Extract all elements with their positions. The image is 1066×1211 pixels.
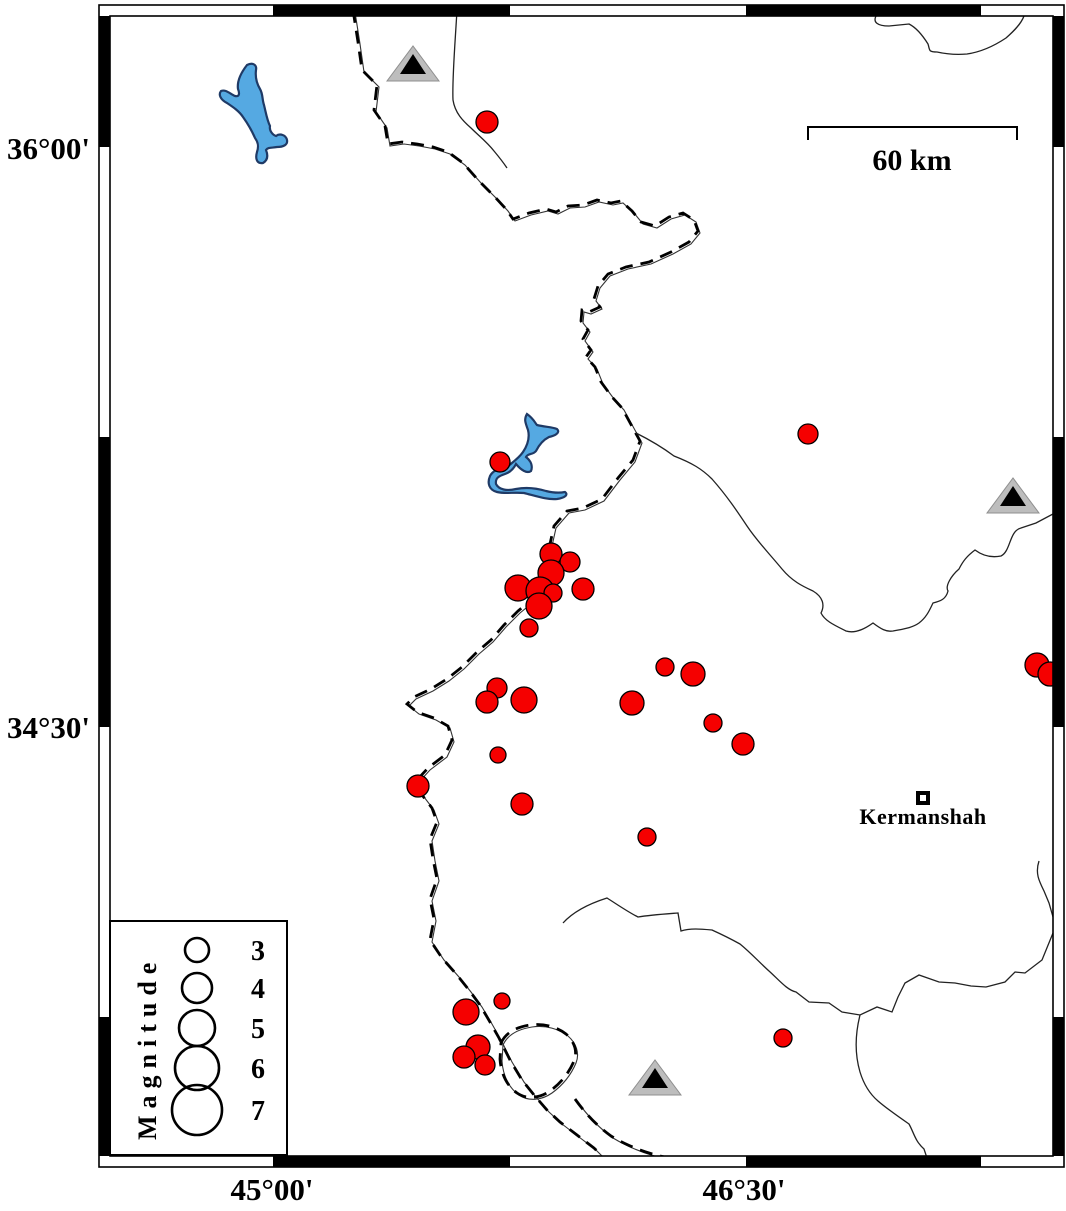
- axis-label-lat-36: 36°00': [7, 131, 90, 166]
- boundary-line: [855, 1014, 928, 1156]
- stations-layer: [386, 45, 1040, 1096]
- border-casing-line: [501, 1025, 579, 1100]
- scale-bar-label: 60 km: [872, 144, 951, 177]
- legend-border: [109, 920, 288, 1156]
- station-triangle-inner: [642, 1068, 668, 1088]
- earthquake-marker: [619, 690, 645, 716]
- earthquake-marker: [406, 774, 430, 798]
- border-casing-line: [576, 1100, 657, 1156]
- frame-black-segment: [99, 437, 110, 727]
- legend-magnitude-circle: [170, 1083, 224, 1137]
- frame-black-segment: [273, 5, 510, 16]
- earthquake-marker: [519, 618, 539, 638]
- frame-band-top: [110, 5, 1053, 16]
- boundary-line: [562, 897, 1053, 1016]
- earthquake-marker: [703, 713, 723, 733]
- legend-magnitude-value: 5: [251, 1014, 265, 1045]
- earthquake-marker: [797, 423, 819, 445]
- boundary-line: [874, 16, 1025, 56]
- earthquake-marker: [452, 1045, 476, 1069]
- scale-bar: [807, 126, 1018, 140]
- earthquake-marker: [655, 657, 675, 677]
- earthquake-marker: [525, 592, 553, 620]
- frame-black-segment: [273, 1156, 510, 1167]
- boundary-line: [635, 432, 1053, 633]
- legend-symbols: 3 4 5 6 7: [170, 936, 265, 1137]
- frame-inner-rect: [109, 15, 1054, 1157]
- city-label-kermanshah: Kermanshah: [859, 804, 986, 829]
- axis-label-lat-34-30: 34°30': [7, 710, 90, 745]
- earthquake-marker: [773, 1028, 793, 1048]
- earthquakes-layer: [406, 110, 1053, 1076]
- boundary-line: [1036, 860, 1053, 918]
- legend-magnitude-circle: [183, 936, 211, 964]
- borders-layer: [352, 16, 1053, 1156]
- legend-magnitude-value: 6: [251, 1054, 265, 1085]
- earthquake-marker: [475, 110, 499, 134]
- earthquake-marker: [474, 1054, 496, 1076]
- earthquake-marker: [1037, 661, 1053, 687]
- earthquake-marker: [493, 992, 511, 1010]
- earthquake-marker: [489, 451, 511, 473]
- station-triangle-inner: [1000, 486, 1026, 506]
- boundary-line: [452, 16, 508, 169]
- legend-magnitude-circle: [180, 971, 214, 1005]
- map-frame: [99, 5, 1064, 1167]
- earthquake-marker: [637, 827, 657, 847]
- lakes-layer: [218, 62, 568, 501]
- map-content: Kermanshah 60 km: [218, 16, 1053, 1156]
- legend-magnitude-value: 4: [251, 974, 265, 1005]
- scale-bar-bracket: [807, 126, 1018, 140]
- frame-black-segment: [1053, 1017, 1064, 1156]
- earthquake-marker: [571, 577, 595, 601]
- frame-outer-rect: [98, 4, 1065, 1168]
- earthquake-marker: [475, 690, 499, 714]
- legend-title: Magnitude: [133, 956, 162, 1140]
- international-border-dashed: [498, 1023, 577, 1099]
- international-border-dashed: [352, 16, 700, 1156]
- frame-black-segment: [746, 1156, 981, 1167]
- axis-label-lon-46-30: 46°30': [702, 1172, 785, 1206]
- frame-black-segment: [1053, 437, 1064, 727]
- international-border-dashed: [573, 1098, 667, 1156]
- earthquake-marker: [510, 792, 534, 816]
- station-triangle-inner: [400, 54, 426, 74]
- frame-black-segment: [1053, 16, 1064, 147]
- axis-label-lon-45: 45°00': [230, 1172, 313, 1206]
- legend-box: 3 4 5 6 7 Magnitude: [109, 920, 288, 1156]
- earthquake-marker: [680, 661, 706, 687]
- earthquake-marker: [510, 686, 538, 714]
- earthquake-marker: [559, 551, 581, 573]
- city-square-center: [920, 795, 926, 801]
- frame-black-segment: [746, 5, 981, 16]
- legend-magnitude-value: 3: [251, 936, 265, 967]
- earthquake-marker: [489, 746, 507, 764]
- legend-magnitude-value: 7: [251, 1096, 265, 1127]
- frame-black-segment: [99, 1017, 110, 1156]
- legend-magnitude-circle: [173, 1044, 221, 1092]
- earthquake-marker: [452, 998, 480, 1026]
- city-marker-layer: [916, 791, 930, 805]
- frame-band-bottom: [110, 1156, 1053, 1167]
- lake: [218, 62, 289, 165]
- earthquake-marker: [731, 732, 755, 756]
- frame-black-segment: [99, 16, 110, 147]
